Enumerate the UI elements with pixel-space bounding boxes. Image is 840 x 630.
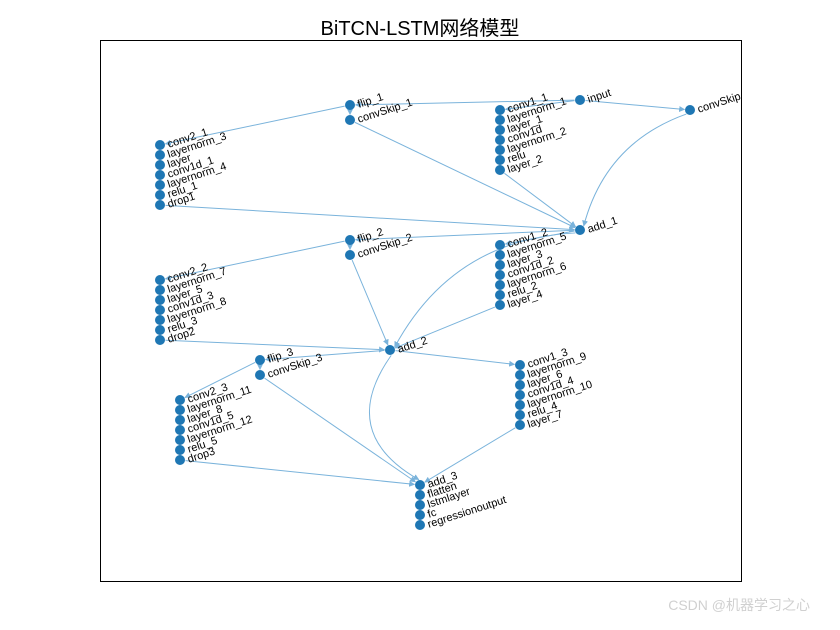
graph-node <box>346 116 355 125</box>
graph-node <box>156 191 165 200</box>
graph-edge <box>185 461 414 485</box>
graph-node <box>686 106 695 115</box>
graph-node <box>416 481 425 490</box>
graph-node <box>576 96 585 105</box>
graph-node <box>176 446 185 455</box>
graph-node <box>156 306 165 315</box>
page-title: BiTCN-LSTM网络模型 <box>0 12 840 41</box>
graph-edge <box>395 351 514 365</box>
graph-node <box>346 251 355 260</box>
graph-node <box>156 276 165 285</box>
graph-node <box>176 416 185 425</box>
graph-node <box>496 281 505 290</box>
graph-node <box>496 146 505 155</box>
graph-edge <box>584 114 687 226</box>
graph-node <box>416 511 425 520</box>
graph-node <box>496 261 505 270</box>
graph-node <box>156 151 165 160</box>
graph-node <box>516 381 525 390</box>
graph-edge <box>369 355 418 479</box>
graph-node <box>496 251 505 260</box>
graph-node <box>156 326 165 335</box>
graph-edge <box>425 428 516 482</box>
graph-node <box>496 116 505 125</box>
graph-edge <box>504 173 575 226</box>
graph-node <box>496 166 505 175</box>
graph-node <box>416 491 425 500</box>
graph-node <box>176 406 185 415</box>
graph-node <box>346 101 355 110</box>
graph-node <box>386 346 395 355</box>
graph-node <box>156 171 165 180</box>
graph-node <box>516 361 525 370</box>
graph-node <box>516 421 525 430</box>
graph-node <box>496 106 505 115</box>
graph-node <box>156 201 165 210</box>
graph-node <box>496 241 505 250</box>
graph-node <box>156 141 165 150</box>
graph-node <box>516 371 525 380</box>
graph-node <box>496 271 505 280</box>
graph-node <box>496 156 505 165</box>
graph-node <box>496 291 505 300</box>
graph-edge <box>165 205 574 229</box>
graph-node <box>256 371 265 380</box>
graph-node <box>496 301 505 310</box>
graph-node <box>496 136 505 145</box>
graph-node <box>156 286 165 295</box>
graph-node <box>176 396 185 405</box>
graph-node <box>176 456 185 465</box>
graph-edge <box>395 233 576 347</box>
graph-node <box>176 426 185 435</box>
graph-node <box>496 126 505 135</box>
watermark: CSDN @机器学习之心 <box>668 595 810 615</box>
graph-edge <box>265 378 416 482</box>
graph-edge <box>165 340 384 350</box>
graph-node <box>576 226 585 235</box>
graph-node <box>516 401 525 410</box>
graph-node <box>516 391 525 400</box>
graph-node <box>416 521 425 530</box>
graph-node <box>346 236 355 245</box>
graph-node <box>416 501 425 510</box>
graph-node <box>516 411 525 420</box>
graph-node <box>156 316 165 325</box>
graph-node <box>156 181 165 190</box>
graph-node <box>156 296 165 305</box>
graph-node <box>156 336 165 345</box>
graph-node <box>256 356 265 365</box>
graph-node <box>176 436 185 445</box>
graph-edge <box>352 260 388 345</box>
graph-node <box>156 161 165 170</box>
